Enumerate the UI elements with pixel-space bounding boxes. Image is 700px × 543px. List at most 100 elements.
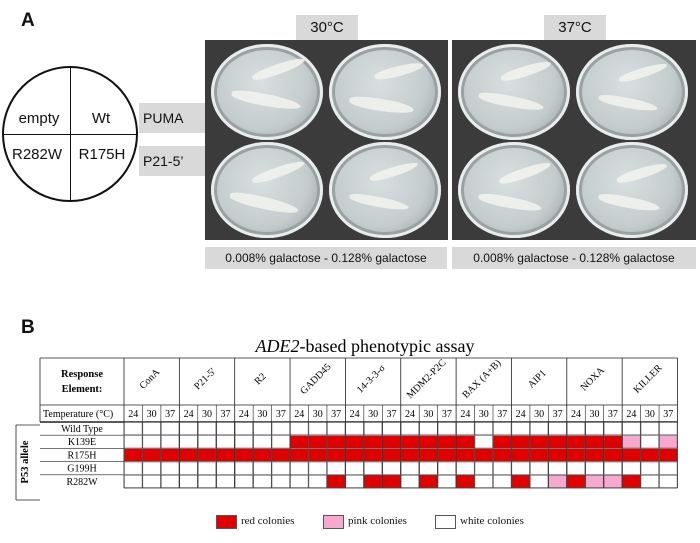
phenotype-cell [530,474,549,488]
phenotype-cell [197,448,217,462]
temperature-tick: 24 [460,409,470,420]
temp-label-37: 37°C [544,15,606,41]
phenotype-cell [511,448,530,462]
allele-label: R282W [66,477,98,488]
temperature-tick: 30 [479,409,489,420]
phenotype-cell [511,435,530,449]
phenotype-cell [161,461,180,475]
phenotype-cell [124,435,143,449]
phenotype-cell [419,422,438,436]
phenotype-cell [456,474,475,488]
phenotype-cell [530,422,549,436]
temperature-tick: 24 [184,409,194,420]
phenotype-cell [548,435,567,449]
temperature-tick: 30 [202,409,212,420]
phenotype-cell [548,422,567,436]
phenotype-cell [382,422,401,436]
phenotype-cell [197,461,217,475]
plate [576,44,688,140]
plate [329,142,441,238]
phenotype-cell [345,448,364,462]
phenotype-cell [142,435,161,449]
phenotype-cell [474,474,493,488]
temperature-tick: 30 [257,409,267,420]
temperature-tick: 24 [626,409,636,420]
phenotype-cell [585,448,604,462]
phenotype-cell [659,474,678,488]
temperature-tick: 37 [331,409,341,420]
allele-label: R175H [68,450,97,461]
phenotype-cell [327,474,346,488]
response-element-name: KILLER [632,363,665,396]
response-element-name: R2 [253,371,269,387]
quadrant-wt: Wt [91,110,111,127]
phenotype-cell [179,474,198,488]
temperature-tick: 30 [645,409,655,420]
phenotype-cell [290,461,309,475]
phenotype-cell [566,474,586,488]
table-title: ADE2-based phenotypic assay [255,336,475,356]
response-element-label: Element: [62,384,103,395]
phenotype-cell [216,448,235,462]
temperature-tick: 30 [423,409,433,420]
phenotype-cell [234,435,254,449]
phenotype-cell [400,461,420,475]
phenotype-cell [271,448,290,462]
phenotype-cell [640,474,659,488]
legend-label-red: red colonies [241,515,295,527]
phenotype-cell [308,461,327,475]
plate [458,44,570,140]
plate-layout-circle: empty Wt R282W R175H [2,66,138,202]
phenotype-cell [364,422,383,436]
phenotype-cell [124,474,143,488]
plate [576,142,688,238]
phenotype-cell [622,461,641,475]
phenotype-cell [603,461,622,475]
phenotype-cell [142,448,161,462]
phenotype-cell [659,422,678,436]
phenotype-cell [216,474,235,488]
phenotype-cell [271,474,290,488]
temperature-tick: 24 [350,409,360,420]
temperature-label: Temperature (°C) [43,409,113,420]
phenotype-cell [308,448,327,462]
phenotype-cell [437,435,456,449]
phenotype-cell [566,448,586,462]
temperature-tick: 37 [663,409,673,420]
plate [458,142,570,238]
phenotype-cell [530,435,549,449]
phenotype-cell [271,435,290,449]
phenotype-cell [382,461,401,475]
phenotype-cell [640,448,659,462]
quadrant-r175h: R175H [78,146,126,163]
row-label-puma: PUMA [139,103,205,133]
phenotype-cell [345,461,364,475]
phenotype-cell [234,474,254,488]
phenotype-cell [437,474,456,488]
phenotype-cell [382,435,401,449]
legend-swatch-red [216,515,237,529]
phenotype-cell [474,435,493,449]
temperature-tick: 37 [276,409,286,420]
phenotype-cell [382,474,401,488]
phenotype-cell [364,435,383,449]
phenotype-cell [142,461,161,475]
phenotype-cell [290,422,309,436]
phenotype-cell [548,448,567,462]
phenotype-cell [124,422,143,436]
response-element-name: MDM2-P2C [405,357,449,401]
temperature-tick: 30 [147,409,157,420]
temperature-tick: 37 [497,409,507,420]
phenotype-cell [437,448,456,462]
panel-a-letter: A [21,10,35,31]
phenotype-cell [308,422,327,436]
temperature-tick: 30 [313,409,323,420]
temperature-tick: 30 [589,409,599,420]
phenotype-cell [345,435,364,449]
phenotype-cell [142,474,161,488]
temperature-tick: 24 [405,409,415,420]
temperature-tick: 37 [387,409,397,420]
phenotype-cell [603,422,622,436]
phenotype-cell [364,474,383,488]
plate [329,44,441,140]
